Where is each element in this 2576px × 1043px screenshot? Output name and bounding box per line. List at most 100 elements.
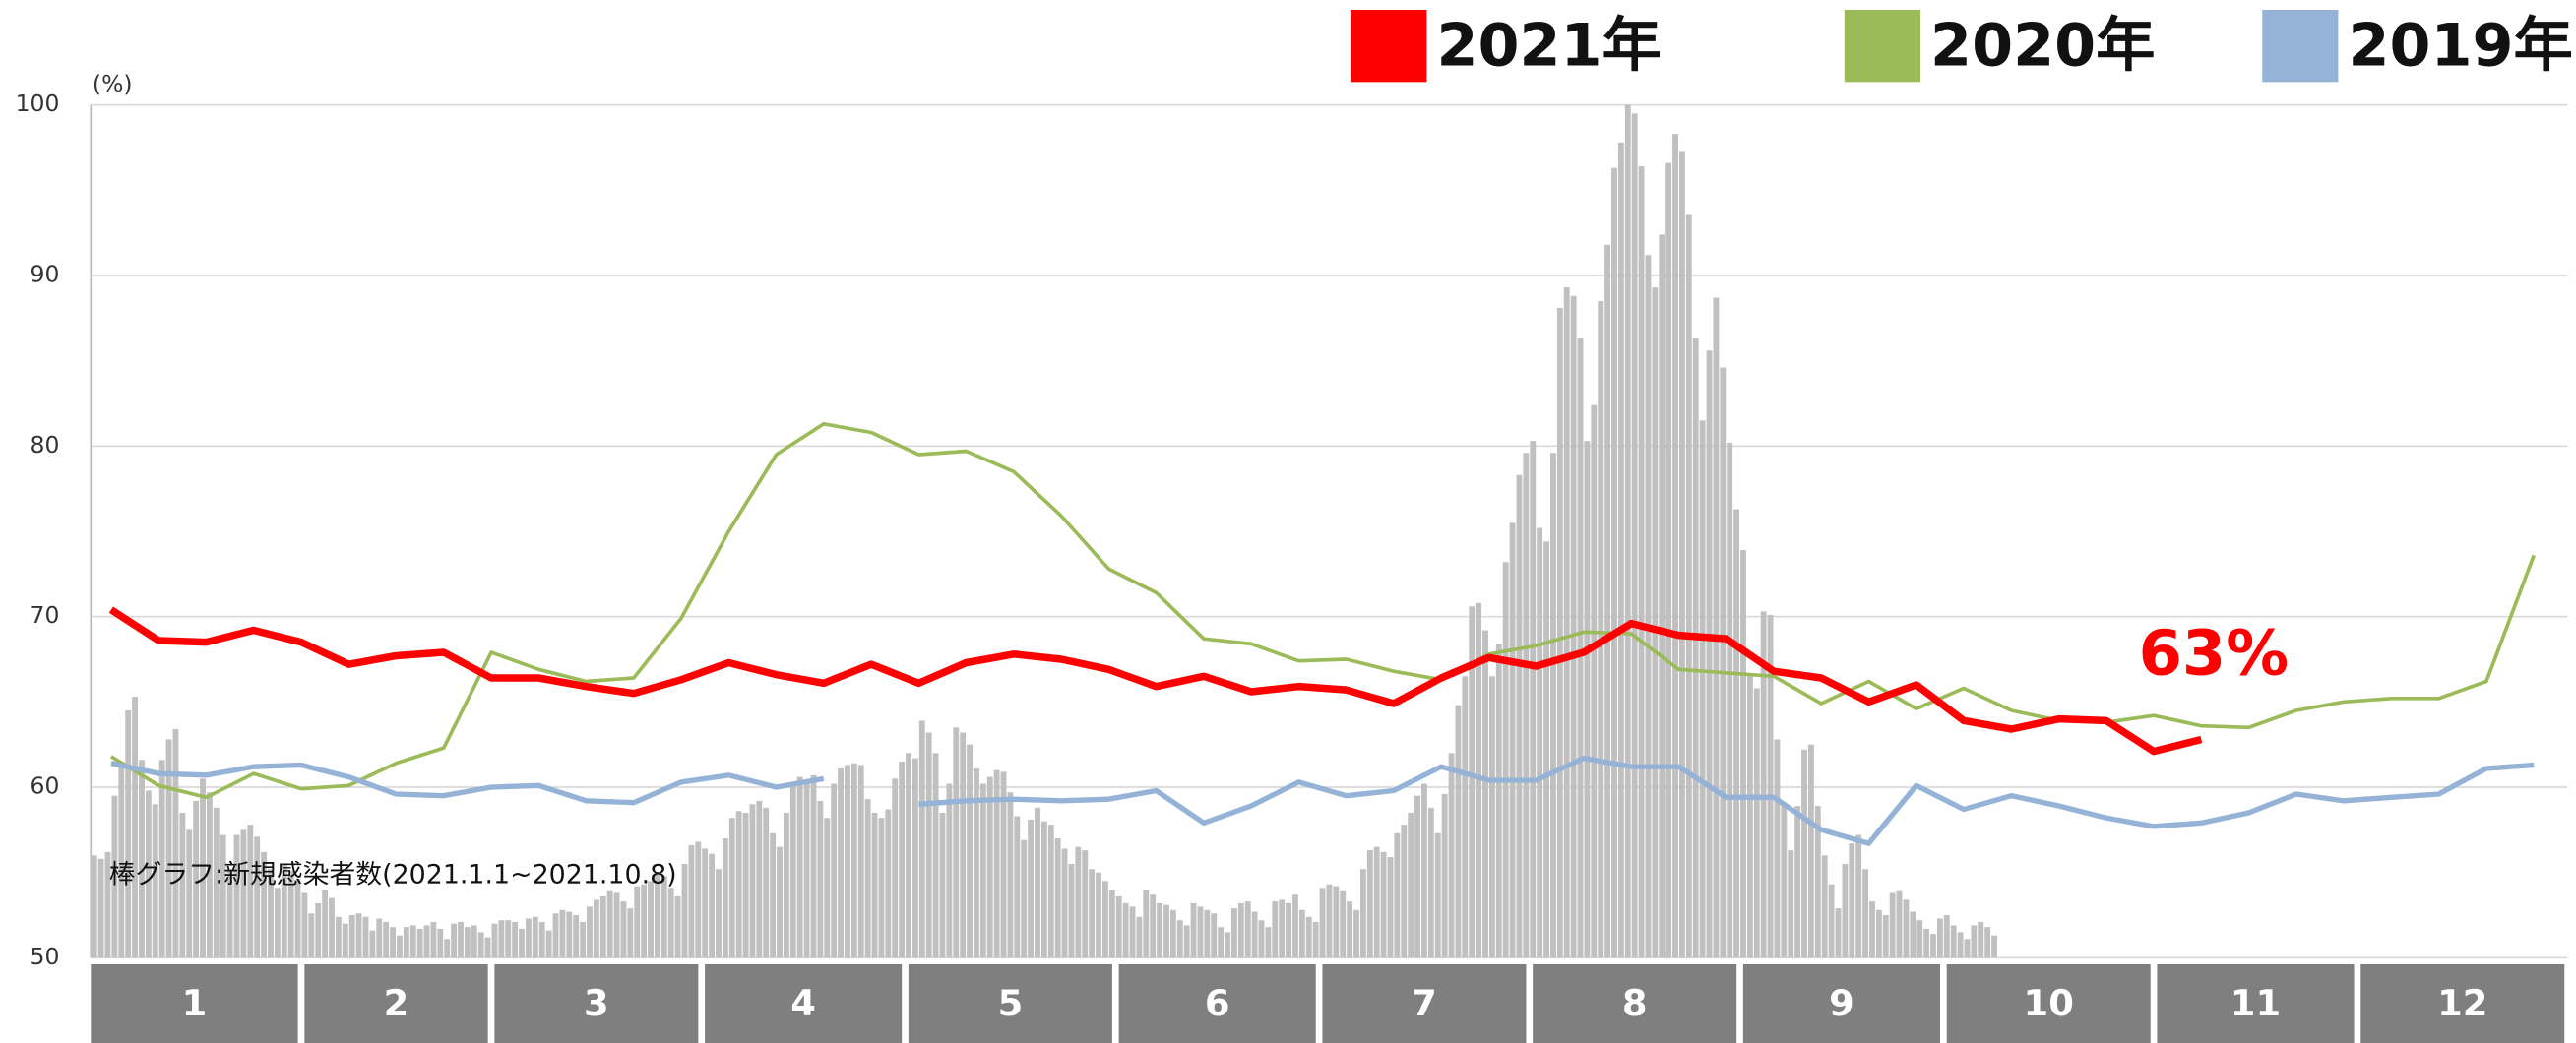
bar — [1353, 909, 1359, 958]
bar — [220, 834, 226, 958]
bar — [1237, 902, 1244, 958]
bar — [939, 813, 946, 958]
bar — [871, 813, 878, 958]
y-tick-label: 100 — [16, 90, 60, 117]
bar — [674, 895, 681, 958]
bar — [512, 921, 519, 958]
bar — [491, 923, 498, 958]
bar — [580, 921, 587, 958]
x-tick-label: 9 — [1829, 982, 1854, 1024]
bar — [1108, 890, 1115, 958]
bar — [1176, 920, 1183, 958]
bar — [1197, 906, 1204, 958]
month-cell — [2360, 964, 2565, 1043]
bar — [484, 937, 491, 958]
month-cell — [705, 964, 903, 1043]
bar — [179, 813, 186, 958]
bar — [1611, 167, 1617, 958]
bar — [1699, 420, 1706, 958]
bar — [308, 913, 315, 958]
bar — [1516, 474, 1523, 958]
x-tick-label: 5 — [998, 982, 1024, 1024]
bar — [756, 800, 763, 958]
legend-label: 2021年 — [1436, 12, 1661, 81]
bar — [1889, 892, 1896, 958]
bar — [1835, 908, 1842, 958]
bar — [1122, 902, 1129, 958]
bars-label: 棒グラフ:新規感染者数(2021.1.1~2021.10.8) — [109, 860, 677, 890]
bar — [1394, 832, 1401, 958]
bar — [1014, 816, 1021, 958]
bar — [1543, 541, 1549, 958]
bar — [824, 818, 831, 958]
bar — [979, 783, 986, 958]
bar — [552, 913, 559, 958]
bar — [716, 869, 722, 958]
bar — [125, 710, 132, 958]
month-cell — [1322, 964, 1527, 1043]
bar — [152, 804, 158, 958]
bar — [1007, 792, 1014, 958]
bar — [1537, 527, 1543, 958]
bar — [906, 753, 911, 958]
bar — [104, 851, 111, 958]
bar — [1794, 806, 1801, 958]
bar — [1488, 676, 1495, 958]
bar — [1923, 928, 1930, 958]
bar — [1225, 932, 1230, 958]
bar — [946, 783, 953, 958]
bar — [532, 916, 538, 958]
bar — [1577, 338, 1584, 958]
month-cell — [304, 964, 488, 1043]
bar — [1849, 843, 1855, 958]
month-cell — [494, 964, 699, 1043]
y-unit-label: (%) — [93, 70, 133, 97]
month-cell — [1946, 964, 2151, 1043]
x-tick-label: 7 — [1412, 982, 1437, 1024]
bar — [1129, 906, 1136, 958]
bar — [1286, 902, 1292, 958]
bar — [1366, 850, 1373, 958]
bar — [158, 760, 165, 958]
bar — [1685, 214, 1692, 958]
bar — [97, 858, 104, 958]
bar — [1495, 644, 1502, 958]
bar — [1075, 846, 1082, 958]
bar — [878, 818, 885, 958]
bar — [932, 753, 939, 958]
bar — [1096, 872, 1101, 958]
bar — [1598, 301, 1604, 958]
bar — [1482, 630, 1488, 958]
bar — [281, 864, 287, 958]
bar — [335, 916, 342, 958]
bar — [274, 888, 281, 958]
bar — [519, 928, 525, 958]
bar — [1740, 550, 1746, 958]
bar — [1211, 913, 1218, 958]
bar — [1347, 901, 1353, 958]
bar — [1631, 113, 1638, 958]
bar — [1821, 855, 1828, 958]
bar — [348, 915, 355, 958]
series-line — [108, 606, 2203, 756]
bar — [1530, 441, 1537, 958]
bar — [593, 899, 599, 958]
bar — [1333, 886, 1340, 958]
bar — [1204, 909, 1211, 958]
bar — [1292, 894, 1298, 958]
bar — [817, 800, 824, 958]
bar — [1319, 888, 1326, 958]
bar — [376, 918, 383, 958]
bar — [1882, 915, 1889, 958]
bar — [1746, 676, 1753, 958]
month-cell — [2157, 964, 2355, 1043]
bar — [1936, 918, 1943, 958]
bar — [329, 897, 335, 958]
bar — [1157, 902, 1163, 958]
bar — [1727, 442, 1733, 958]
bar — [1828, 884, 1835, 958]
bar — [526, 918, 532, 958]
bar — [587, 906, 593, 958]
bar — [1427, 807, 1434, 958]
bar — [1279, 899, 1286, 958]
